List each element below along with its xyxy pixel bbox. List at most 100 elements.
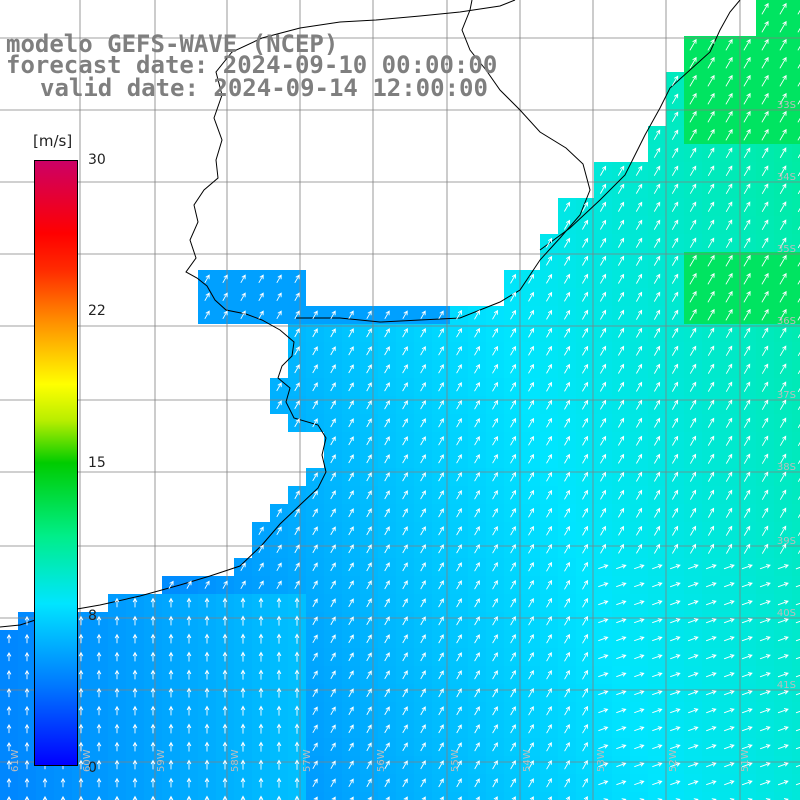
wind-arrow <box>797 27 800 33</box>
wind-arrow <box>723 600 735 606</box>
wind-cell <box>792 54 800 72</box>
wind-arrow <box>402 562 408 572</box>
wind-arrow <box>600 273 607 284</box>
wind-arrow <box>582 237 589 248</box>
wind-arrow <box>636 543 643 554</box>
wind-arrow <box>510 688 516 698</box>
wind-arrow <box>204 705 210 716</box>
wind-arrow <box>204 597 210 608</box>
wind-arrow <box>636 363 643 374</box>
wind-arrow <box>706 708 717 714</box>
wind-arrow <box>759 582 771 588</box>
wind-arrow <box>600 435 607 446</box>
wind-arrow <box>600 489 606 500</box>
wind-arrow <box>348 652 354 662</box>
wind-arrow <box>528 309 534 320</box>
wind-arrow <box>564 543 570 554</box>
wind-arrow <box>636 453 643 464</box>
wind-arrow <box>582 579 588 590</box>
wind-arrow <box>616 618 627 624</box>
wind-arrow <box>707 381 715 392</box>
wind-arrow <box>618 201 625 212</box>
wind-arrow <box>777 618 789 624</box>
wind-arrow <box>759 618 771 624</box>
wind-arrow <box>705 582 717 588</box>
wind-arrow <box>420 363 426 374</box>
wind-arrow <box>528 363 534 374</box>
wind-arrow <box>438 724 444 734</box>
wind-arrow <box>741 600 753 606</box>
wind-arrow <box>222 741 228 752</box>
wind-arrow <box>707 290 715 303</box>
wind-arrow <box>634 762 645 768</box>
wind-arrow <box>510 633 516 644</box>
wind-arrow <box>456 598 462 608</box>
wind-arrow <box>779 38 787 51</box>
wind-arrow <box>600 543 606 554</box>
wind-arrow <box>636 327 643 338</box>
wind-arrow <box>456 670 462 680</box>
wind-arrow <box>456 507 462 518</box>
wind-arrow <box>600 363 607 374</box>
wind-arrow <box>240 705 246 716</box>
wind-arrow <box>348 346 354 356</box>
wind-arrow <box>725 435 733 446</box>
wind-arrow <box>706 744 717 750</box>
wind-arrow <box>402 364 408 374</box>
wind-arrow <box>761 254 769 267</box>
wind-arrow <box>528 562 534 572</box>
wind-arrow <box>474 670 480 680</box>
wind-arrow <box>743 381 751 392</box>
wind-arrow <box>616 690 627 696</box>
wind-arrow <box>204 310 210 320</box>
wind-arrow <box>420 544 426 554</box>
wind-arrow <box>348 706 354 716</box>
wind-arrow <box>348 688 354 698</box>
lat-label: 36S <box>776 316 796 327</box>
wind-arrow <box>725 345 733 356</box>
wind-arrow <box>797 207 800 213</box>
wind-arrow <box>330 760 336 770</box>
wind-arrow <box>240 777 246 788</box>
wind-arrow <box>78 759 84 770</box>
wind-arrow <box>795 566 800 570</box>
wind-arrow <box>276 633 282 644</box>
wind-arrow <box>600 309 607 320</box>
wind-arrow <box>797 225 800 231</box>
wind-arrow <box>6 723 12 734</box>
wind-arrow <box>402 490 408 500</box>
wind-arrow <box>456 328 462 338</box>
wind-arrow <box>366 688 372 698</box>
wind-arrow <box>725 201 733 213</box>
wind-arrow <box>312 490 318 500</box>
wind-arrow <box>456 417 462 428</box>
wind-arrow <box>653 129 661 140</box>
wind-arrow <box>670 744 681 750</box>
wind-arrow <box>707 435 715 446</box>
wind-arrow <box>222 597 228 608</box>
wind-arrow <box>420 760 426 770</box>
wind-arrow <box>276 687 282 698</box>
wind-arrow <box>616 762 627 768</box>
wind-arrow <box>456 634 462 644</box>
wind-arrow <box>582 525 588 536</box>
wind-arrow <box>598 618 609 624</box>
wind-cell <box>792 450 800 468</box>
wind-arrow <box>528 381 534 392</box>
wind-arrow <box>456 706 462 716</box>
wind-arrow <box>797 45 800 51</box>
wind-arrow <box>779 417 787 428</box>
wind-arrow <box>402 526 408 536</box>
wind-arrow <box>582 669 588 680</box>
wind-arrow <box>653 147 661 158</box>
wind-arrow <box>348 400 354 410</box>
wind-arrow <box>618 363 625 374</box>
wind-arrow <box>600 453 607 464</box>
wind-arrow <box>725 327 733 338</box>
wind-arrow <box>474 525 480 536</box>
wind-arrow <box>276 382 282 392</box>
wind-arrow <box>707 363 715 374</box>
wind-arrow <box>168 759 174 770</box>
wind-arrow <box>761 38 769 51</box>
wind-arrow <box>759 726 771 732</box>
